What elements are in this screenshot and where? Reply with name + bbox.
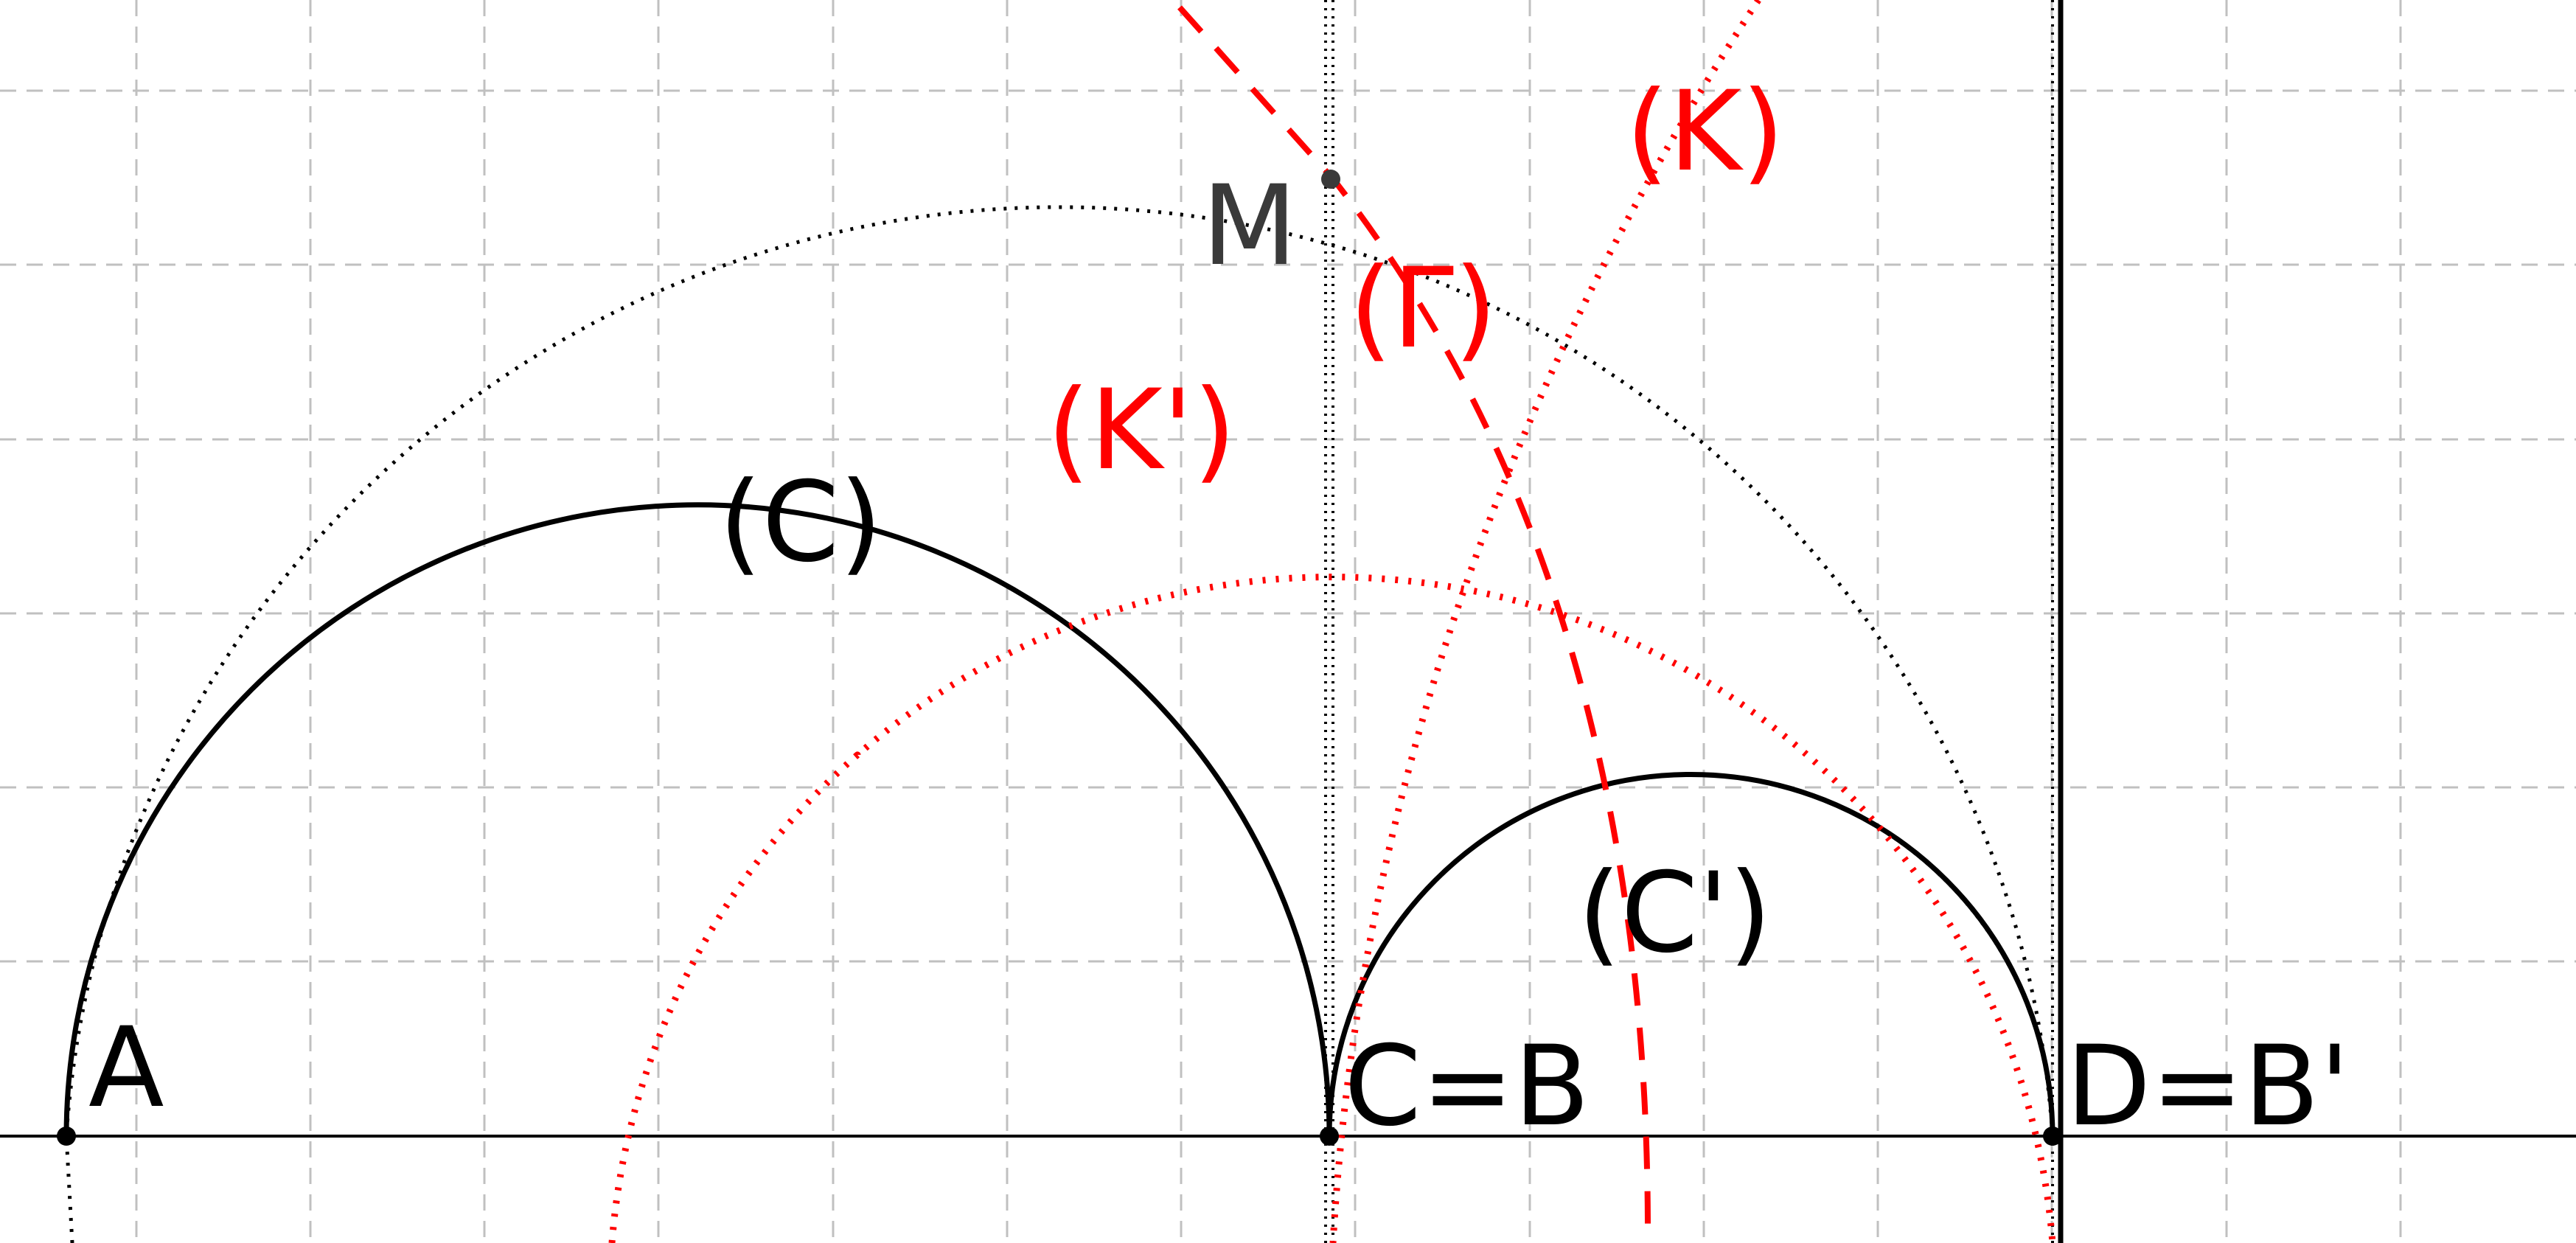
point-db: [2043, 1127, 2062, 1146]
label-db: D=B': [2066, 1023, 2350, 1151]
label-cb: C=B: [1344, 1023, 1590, 1151]
label-circle-k: (K): [1626, 68, 1784, 196]
label-circle-c-prime: (C'): [1578, 849, 1772, 978]
circle-k-arc: [1329, 0, 1761, 1243]
label-m: M: [1202, 162, 1297, 290]
label-a: A: [88, 1004, 164, 1132]
label-curve-gamma: (Γ): [1349, 245, 1497, 373]
label-circle-c: (C): [719, 459, 883, 587]
large-dotted-arc: [64, 205, 2055, 1243]
circle-c-arc: [63, 502, 1332, 1137]
point-cb: [1320, 1127, 1339, 1146]
circle-k-prime-arc: [608, 574, 2056, 1243]
label-circle-k-prime: (K'): [1047, 366, 1236, 495]
curve-gamma: [1177, 5, 1651, 1232]
point-m: [1321, 170, 1340, 189]
point-a: [57, 1127, 76, 1146]
